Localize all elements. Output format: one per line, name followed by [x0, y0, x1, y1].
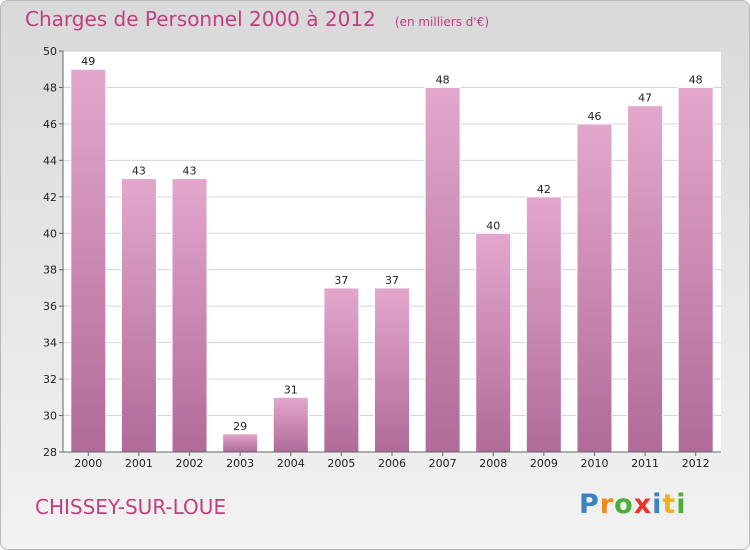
data-label: 43: [132, 165, 146, 178]
x-tick-label: 2000: [74, 457, 102, 470]
data-label: 37: [334, 274, 348, 287]
x-tick-label: 2010: [580, 457, 608, 470]
data-label: 31: [284, 383, 298, 396]
y-tick-label: 32: [43, 373, 57, 386]
city-name: CHISSEY-SUR-LOUE: [35, 495, 227, 519]
bar: [424, 86, 461, 453]
y-tick-label: 36: [43, 300, 57, 313]
x-tick-label: 2005: [327, 457, 355, 470]
bar: [171, 178, 208, 453]
data-label: 47: [638, 92, 652, 105]
bar: [70, 68, 107, 453]
proxiti-logo: Proxiti: [579, 489, 687, 520]
bar: [677, 86, 714, 453]
x-tick-label: 2002: [176, 457, 204, 470]
title-text: Charges de Personnel 2000 à 2012: [25, 7, 376, 31]
x-tick-label: 2003: [226, 457, 254, 470]
logo-letter: r: [599, 489, 615, 520]
bar: [374, 287, 410, 453]
data-label: 46: [587, 110, 601, 123]
data-label: 40: [486, 219, 500, 232]
y-tick-label: 28: [43, 446, 57, 459]
x-tick-label: 2012: [682, 457, 710, 470]
x-tick-label: 2004: [277, 457, 305, 470]
chart-title: Charges de Personnel 2000 à 2012 (en mil…: [25, 7, 489, 31]
bar: [525, 196, 562, 453]
y-tick-label: 48: [43, 81, 57, 94]
x-axis-ticks: 2000 2001 2002 2003 2004 2005 2006 2007 2008 2009…: [74, 452, 710, 470]
y-tick-label: 30: [43, 410, 57, 423]
x-tick-label: 2008: [479, 457, 507, 470]
bar: [475, 232, 512, 453]
y-tick-label: 34: [43, 337, 57, 350]
data-label: 48: [436, 73, 450, 86]
y-tick-label: 40: [43, 227, 57, 240]
logo-letter: P: [579, 489, 600, 520]
data-label: 37: [385, 274, 399, 287]
logo-letter: o: [614, 489, 634, 520]
logo-letter: x: [633, 489, 653, 520]
logo-letter: i: [652, 489, 663, 520]
data-label: 29: [233, 420, 247, 433]
x-tick-label: 2001: [125, 457, 153, 470]
bar: [576, 123, 613, 453]
y-tick-label: 44: [43, 154, 57, 167]
data-label: 42: [537, 183, 551, 196]
bar: [222, 433, 259, 453]
y-tick-label: 42: [43, 191, 57, 204]
y-tick-label: 46: [43, 118, 57, 131]
data-labels: 49 43 43 29 31 37 37 48 40 42 46 47 48: [81, 55, 702, 433]
y-tick-label: 38: [43, 264, 57, 277]
x-tick-label: 2009: [530, 457, 558, 470]
data-label: 48: [689, 73, 703, 86]
unit-text: (en milliers d'€): [394, 15, 489, 29]
data-label: 43: [183, 165, 197, 178]
x-tick-label: 2007: [429, 457, 457, 470]
bars: [70, 68, 714, 453]
y-axis-ticks: 28 30 32 34 36 38 40 42 44 46 48 50: [43, 45, 63, 459]
x-tick-label: 2006: [378, 457, 406, 470]
logo-letter: i: [676, 489, 687, 520]
logo-letter: t: [662, 489, 677, 520]
y-tick-label: 50: [43, 45, 57, 58]
x-tick-label: 2011: [631, 457, 659, 470]
bar: [272, 396, 309, 453]
bar: [323, 287, 360, 453]
data-label: 49: [81, 55, 95, 68]
bar: [120, 178, 157, 453]
bar: [627, 105, 664, 453]
